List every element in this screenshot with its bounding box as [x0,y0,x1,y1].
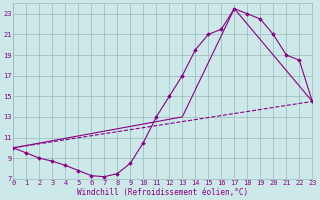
X-axis label: Windchill (Refroidissement éolien,°C): Windchill (Refroidissement éolien,°C) [77,188,248,197]
